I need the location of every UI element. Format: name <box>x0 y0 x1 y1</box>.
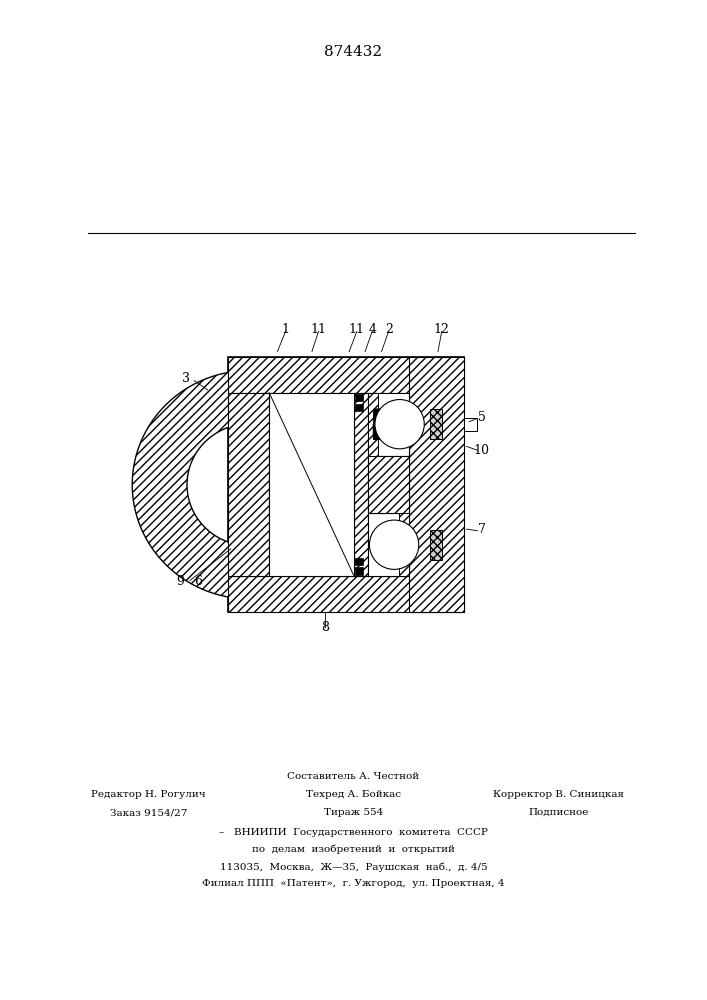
Text: Корректор В. Синицкая: Корректор В. Синицкая <box>493 790 624 799</box>
Bar <box>354 393 368 576</box>
Polygon shape <box>132 371 246 599</box>
Text: 9: 9 <box>177 575 185 588</box>
Text: 5: 5 <box>478 411 486 424</box>
Circle shape <box>370 520 419 569</box>
Text: 4: 4 <box>368 323 376 336</box>
Circle shape <box>375 400 424 449</box>
Text: 12: 12 <box>434 323 450 336</box>
Bar <box>368 393 409 456</box>
Text: 1: 1 <box>281 323 290 336</box>
Text: Тираж 554: Тираж 554 <box>324 808 383 817</box>
Bar <box>228 357 464 612</box>
Text: 2: 2 <box>385 323 392 336</box>
Text: 11: 11 <box>349 323 365 336</box>
Text: Техред А. Бойкас: Техред А. Бойкас <box>306 790 401 799</box>
Bar <box>368 393 378 456</box>
Bar <box>368 513 409 576</box>
Text: Заказ 9154/27: Заказ 9154/27 <box>110 808 187 817</box>
Bar <box>431 530 443 560</box>
Text: Составитель А. Честной: Составитель А. Честной <box>288 772 419 781</box>
Bar <box>399 513 409 576</box>
Text: 3: 3 <box>182 372 190 385</box>
Bar <box>355 404 363 411</box>
Text: 7: 7 <box>478 523 486 536</box>
Text: 8: 8 <box>321 621 329 634</box>
Text: Филиал ППП  «Патент»,  г. Ужгород,  ул. Проектная, 4: Филиал ППП «Патент», г. Ужгород, ул. Про… <box>202 879 505 888</box>
Text: 6: 6 <box>194 575 202 588</box>
Bar <box>355 394 363 401</box>
Bar <box>409 357 464 612</box>
Text: Редактор Н. Рогулич: Редактор Н. Рогулич <box>91 790 206 799</box>
Bar <box>431 409 443 439</box>
Bar <box>464 418 477 431</box>
Bar <box>368 456 409 513</box>
Text: по  делам  изобретений  и  открытий: по делам изобретений и открытий <box>252 845 455 854</box>
Text: –   ВНИИПИ  Государственного  комитета  СССР: – ВНИИПИ Государственного комитета СССР <box>219 828 488 837</box>
Text: Подписное: Подписное <box>528 808 589 817</box>
Text: 113035,  Москва,  Ж—35,  Раушская  наб.,  д. 4/5: 113035, Москва, Ж—35, Раушская наб., д. … <box>220 862 487 871</box>
Text: 874432: 874432 <box>325 45 382 59</box>
Bar <box>269 393 354 576</box>
Bar <box>228 393 269 576</box>
Text: 11: 11 <box>310 323 327 336</box>
Bar <box>355 558 363 565</box>
Bar <box>228 357 464 393</box>
Bar <box>228 576 464 612</box>
Bar <box>355 567 363 575</box>
Text: 10: 10 <box>474 444 490 457</box>
